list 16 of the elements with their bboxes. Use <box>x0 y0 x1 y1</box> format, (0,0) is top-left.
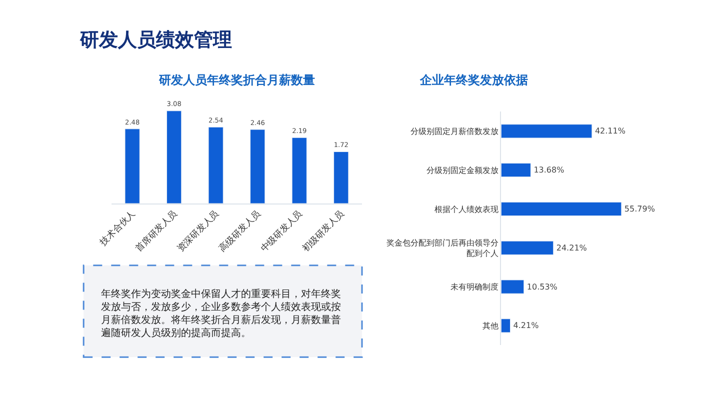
text: 年终奖作为变动奖金中保留人才的重要科目，对年终奖发放与否，发放多少，企业多数参考个人绩效表现或按月薪倍数发放。将年终奖折合月薪后发现，月薪数量普遍随研发人员级别的提高而提高。 <box>101 288 341 339</box>
y-tick-label: 奖金包分配到部门后再由领导分配到个人 <box>386 238 499 258</box>
text: 研发人员绩效管理 <box>79 29 232 51</box>
y-tick-label: 分级别固定金额发放 <box>426 166 499 175</box>
data-label: 55.79% <box>624 204 656 214</box>
chart-title: 研发人员年终奖折合月薪数量 <box>158 73 315 87</box>
data-label: 13.68% <box>534 166 565 175</box>
data-label: 4.21% <box>513 321 540 330</box>
data-label: 24.21% <box>556 243 588 252</box>
y-tick-label: 分级别固定月薪倍数发放 <box>410 126 499 136</box>
chart-title: 企业年终奖发放依据 <box>419 73 528 87</box>
y-tick-label: 根据个人绩效表现 <box>434 204 499 214</box>
y-tick-label: 其他 <box>482 321 499 330</box>
data-label: 10.53% <box>526 282 558 292</box>
y-tick-label: 未有明确制度 <box>450 282 499 292</box>
data-label: 42.11% <box>594 126 626 136</box>
